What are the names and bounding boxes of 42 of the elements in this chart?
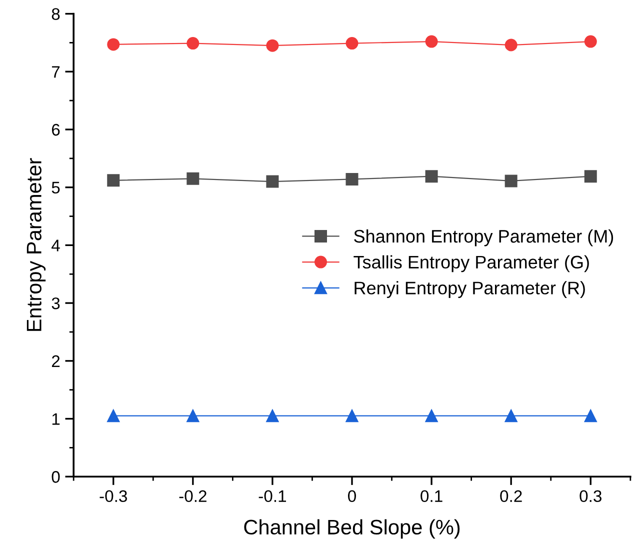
y-tick-label: 5 bbox=[52, 182, 60, 194]
x-tick-label: 0.1 bbox=[420, 490, 442, 502]
point bbox=[107, 38, 120, 51]
point bbox=[266, 39, 279, 52]
point bbox=[107, 410, 120, 422]
y-axis-title: Entropy Parameter bbox=[26, 158, 46, 331]
point bbox=[425, 410, 438, 422]
x-tick-label: -0.3 bbox=[100, 490, 127, 502]
y-tick-label: 3 bbox=[52, 297, 60, 310]
y-tick-label: 6 bbox=[52, 124, 60, 136]
point bbox=[107, 174, 120, 187]
point bbox=[425, 35, 438, 48]
point bbox=[425, 170, 438, 183]
y-tick-label: 8 bbox=[52, 8, 60, 20]
point bbox=[346, 410, 358, 422]
x-tick-label: 0.2 bbox=[500, 490, 522, 502]
point bbox=[584, 170, 597, 183]
point bbox=[504, 410, 518, 422]
x-tick-label: -0.2 bbox=[179, 490, 206, 502]
legend-label: Renyi Entropy Parameter (R) bbox=[354, 281, 585, 298]
point bbox=[504, 174, 518, 188]
y-tick-label: 7 bbox=[52, 66, 60, 78]
point bbox=[186, 410, 200, 422]
y-tick-label: 4 bbox=[52, 240, 60, 252]
point bbox=[584, 35, 597, 48]
legend-label: Tsallis Entropy Parameter (G) bbox=[354, 255, 589, 272]
x-axis-title: Channel Bed Slope (%) bbox=[244, 519, 460, 539]
point bbox=[266, 410, 279, 422]
point bbox=[584, 410, 597, 422]
y-tick-label: 2 bbox=[52, 355, 60, 367]
point bbox=[186, 172, 200, 185]
x-tick-label: -0.1 bbox=[258, 490, 286, 502]
y-tick-label: 0 bbox=[52, 471, 60, 483]
point bbox=[504, 38, 518, 52]
point bbox=[346, 172, 358, 186]
legend-label: Shannon Entropy Parameter (M) bbox=[354, 229, 614, 246]
x-tick-label: 0 bbox=[348, 490, 356, 502]
point bbox=[266, 175, 279, 188]
y-tick-label: 1 bbox=[52, 413, 60, 425]
point bbox=[186, 37, 200, 50]
point bbox=[346, 37, 358, 50]
x-tick-label: 0.3 bbox=[580, 490, 602, 502]
